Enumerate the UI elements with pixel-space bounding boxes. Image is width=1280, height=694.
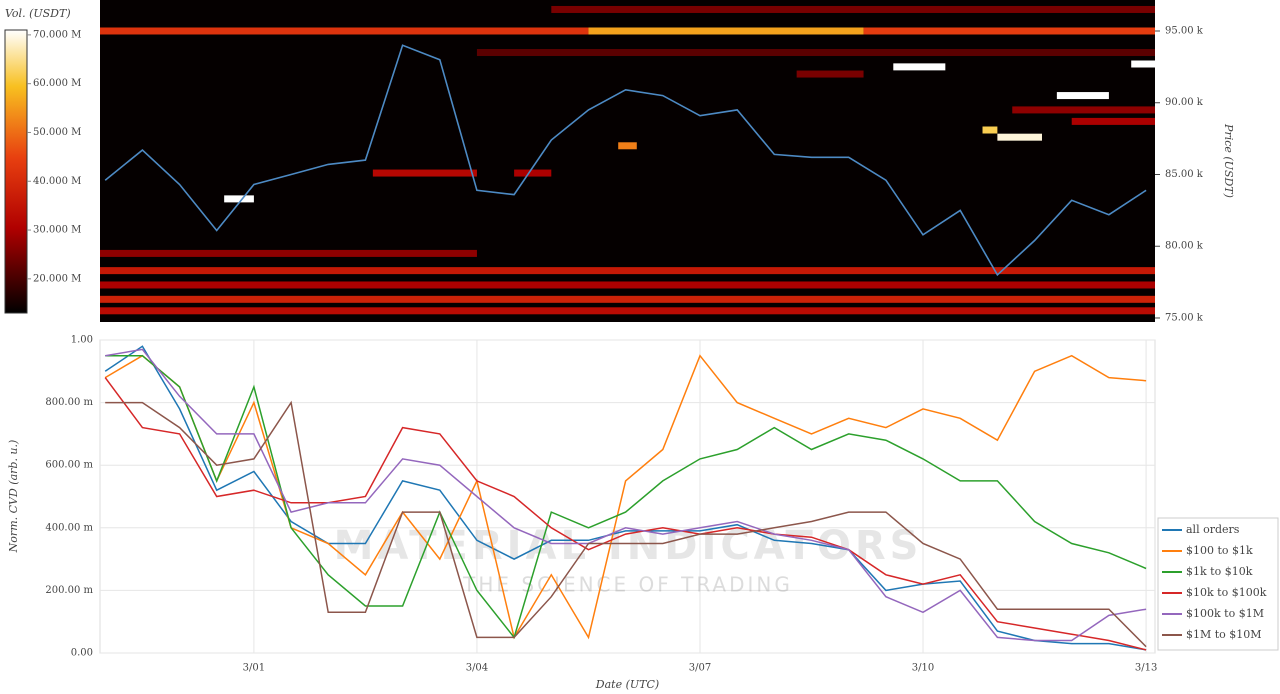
cvd-line: [105, 354, 1147, 639]
y-tick-label: 0.00: [71, 648, 93, 659]
heat-cell: [100, 27, 589, 35]
heatmap-chart: 75.00 k 80.00 k 85.00 k 90.00 k 95.00 k Price…: [27, 0, 1235, 323]
legend-label: $10k to $100k: [1186, 586, 1267, 599]
y-tick-label: 1.00: [71, 335, 93, 346]
heat-cell: [514, 169, 552, 177]
heat-cell: [997, 133, 1042, 141]
x-tick-label: 3/01: [243, 663, 265, 674]
y-tick-label: 80.00 k: [1165, 241, 1204, 252]
x-tick-label: 3/04: [466, 663, 488, 674]
y-tick-label: 90.00 k: [1165, 97, 1204, 108]
cvd-line: [105, 348, 1147, 642]
colorbar-title: Vol. (USDT): [5, 7, 71, 20]
y-tick-label: 600.00 m: [45, 460, 93, 471]
heat-cell: [372, 169, 477, 177]
y-tick-label: 75.00 k: [1165, 312, 1204, 323]
cells: [100, 5, 1155, 315]
price-line: [104, 44, 1147, 277]
heat-cell: [796, 70, 864, 78]
cvd-line: [104, 377, 1147, 651]
colorbar-tick-label: 70.000 M: [33, 29, 81, 40]
legend-label: $1k to $10k: [1186, 565, 1253, 578]
colorbar: [4, 29, 28, 314]
legend-label: $1M to $10M: [1186, 628, 1262, 641]
heat-cell: [863, 27, 1155, 35]
y-tick-label: 400.00 m: [45, 522, 93, 533]
heat-cell: [588, 27, 864, 35]
heat-cell: [1056, 92, 1109, 100]
colorbar-tick-label: 40.000 M: [33, 176, 81, 187]
heat-cell: [618, 142, 637, 150]
cvd-line: [104, 345, 1147, 651]
heat-cell: [100, 307, 1155, 315]
watermark-subtitle: THE SCIENCE OF TRADING: [462, 573, 793, 597]
x-tick-label: 3/07: [689, 663, 711, 674]
cvd-line: [105, 400, 1147, 648]
y-tick-label: 800.00 m: [45, 397, 93, 408]
heat-cell: [1131, 60, 1155, 68]
colorbar-tick-label: 60.000 M: [33, 78, 81, 89]
legend-label: all orders: [1186, 523, 1240, 536]
y-tick-label: 85.00 k: [1165, 169, 1204, 180]
heat-cell: [100, 249, 477, 257]
y-tick-label: 200.00 m: [45, 585, 93, 596]
y-axis-title: Price (USDT): [1222, 123, 1235, 198]
colorbar-tick-label: 30.000 M: [33, 225, 81, 236]
heat-cell: [476, 49, 1155, 57]
legend-label: $100k to $1M: [1186, 607, 1264, 620]
heat-cell: [551, 5, 1155, 13]
heat-cell: [1012, 106, 1155, 114]
heat-cell: [100, 295, 1155, 303]
colorbar-tick-label: 20.000 M: [33, 273, 81, 284]
heat-cell: [100, 281, 1155, 289]
heat-cell: [893, 63, 946, 71]
heat-cell: [224, 195, 254, 203]
y-tick-label: 95.00 k: [1165, 25, 1204, 36]
x-tick-label: 3/13: [1135, 663, 1157, 674]
cvd-chart: 0.00 200.00 m 400.00 m 600.00 m 800.00 m 1.00…: [7, 335, 1279, 691]
lines: [104, 345, 1147, 651]
heat-cell: [1071, 117, 1155, 125]
y-axis-title: Norm. CVD (arb. u.): [7, 440, 20, 554]
x-axis-title: Date (UTC): [595, 678, 659, 691]
heat-cell: [100, 267, 1155, 275]
x-tick-label: 3/10: [912, 663, 934, 674]
legend-label: $100 to $1k: [1186, 544, 1253, 557]
colorbar-tick-label: 50.000 M: [33, 127, 81, 138]
legend-box: [1157, 517, 1279, 651]
plot-frame: [99, 339, 1156, 654]
heat-cell: [982, 126, 998, 134]
